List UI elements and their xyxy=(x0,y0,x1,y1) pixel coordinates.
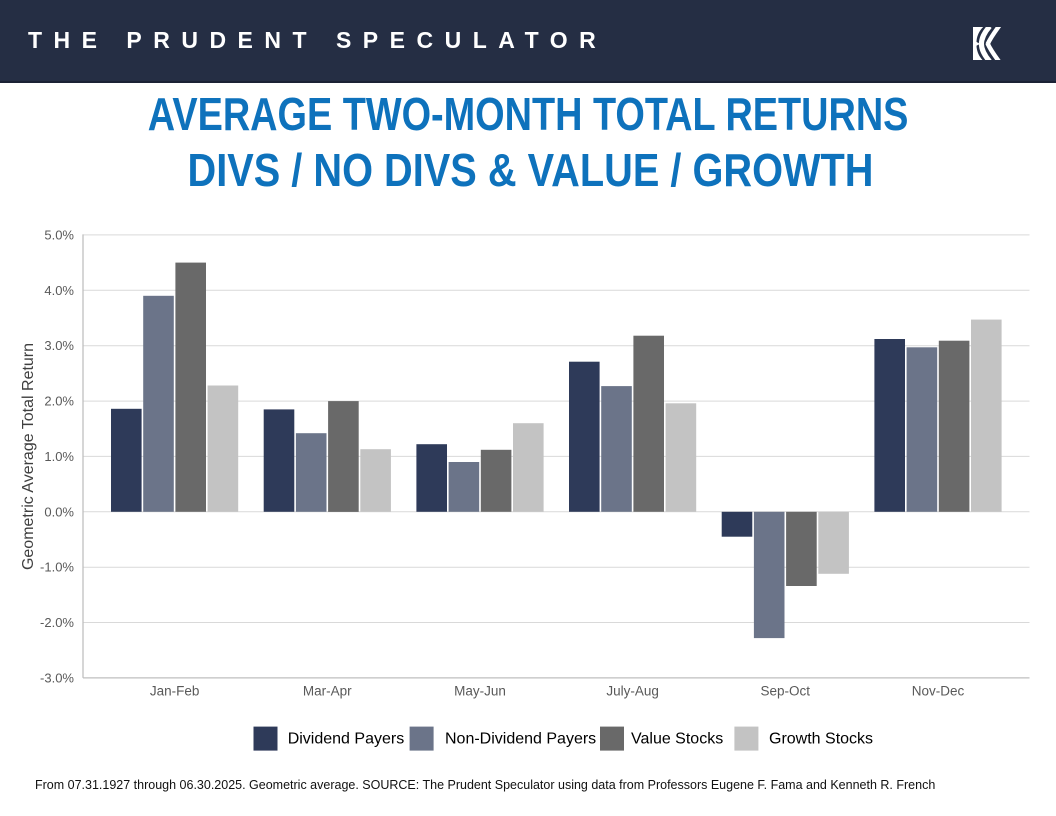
svg-text:Geometric Average Total Return: Geometric Average Total Return xyxy=(20,343,37,570)
svg-text:Sep-Oct: Sep-Oct xyxy=(761,684,811,699)
svg-text:Nov-Dec: Nov-Dec xyxy=(912,684,965,699)
svg-text:July-Aug: July-Aug xyxy=(606,684,659,699)
svg-text:Jan-Feb: Jan-Feb xyxy=(150,684,200,699)
svg-text:Mar-Apr: Mar-Apr xyxy=(303,684,352,699)
svg-text:3.0%: 3.0% xyxy=(44,338,74,353)
svg-text:5.0%: 5.0% xyxy=(44,227,74,242)
svg-text:May-Jun: May-Jun xyxy=(454,684,506,699)
svg-text:2.0%: 2.0% xyxy=(44,394,74,409)
svg-text:1.0%: 1.0% xyxy=(44,449,74,464)
svg-text:-3.0%: -3.0% xyxy=(40,670,74,685)
svg-text:-1.0%: -1.0% xyxy=(40,560,74,575)
svg-text:Value Stocks: Value Stocks xyxy=(631,731,723,748)
svg-text:Dividend Payers: Dividend Payers xyxy=(288,731,405,748)
svg-text:-2.0%: -2.0% xyxy=(40,615,74,630)
svg-text:0.0%: 0.0% xyxy=(44,504,74,519)
svg-text:Growth Stocks: Growth Stocks xyxy=(769,731,873,748)
svg-text:Non-Dividend Payers: Non-Dividend Payers xyxy=(445,731,596,748)
svg-text:4.0%: 4.0% xyxy=(44,283,74,298)
